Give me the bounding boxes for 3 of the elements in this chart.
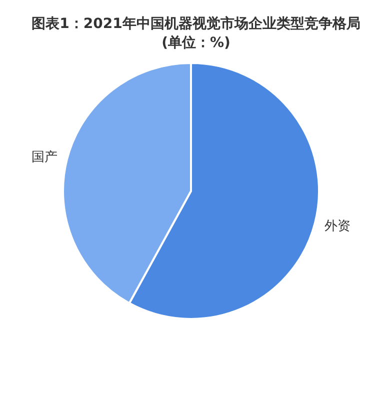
slice-label: 国产	[31, 150, 58, 166]
slice-label: 外资	[324, 218, 351, 234]
chart-title: 图表1：2021年中国机器视觉市场企业类型竞争格局(单位：%)	[32, 15, 360, 51]
